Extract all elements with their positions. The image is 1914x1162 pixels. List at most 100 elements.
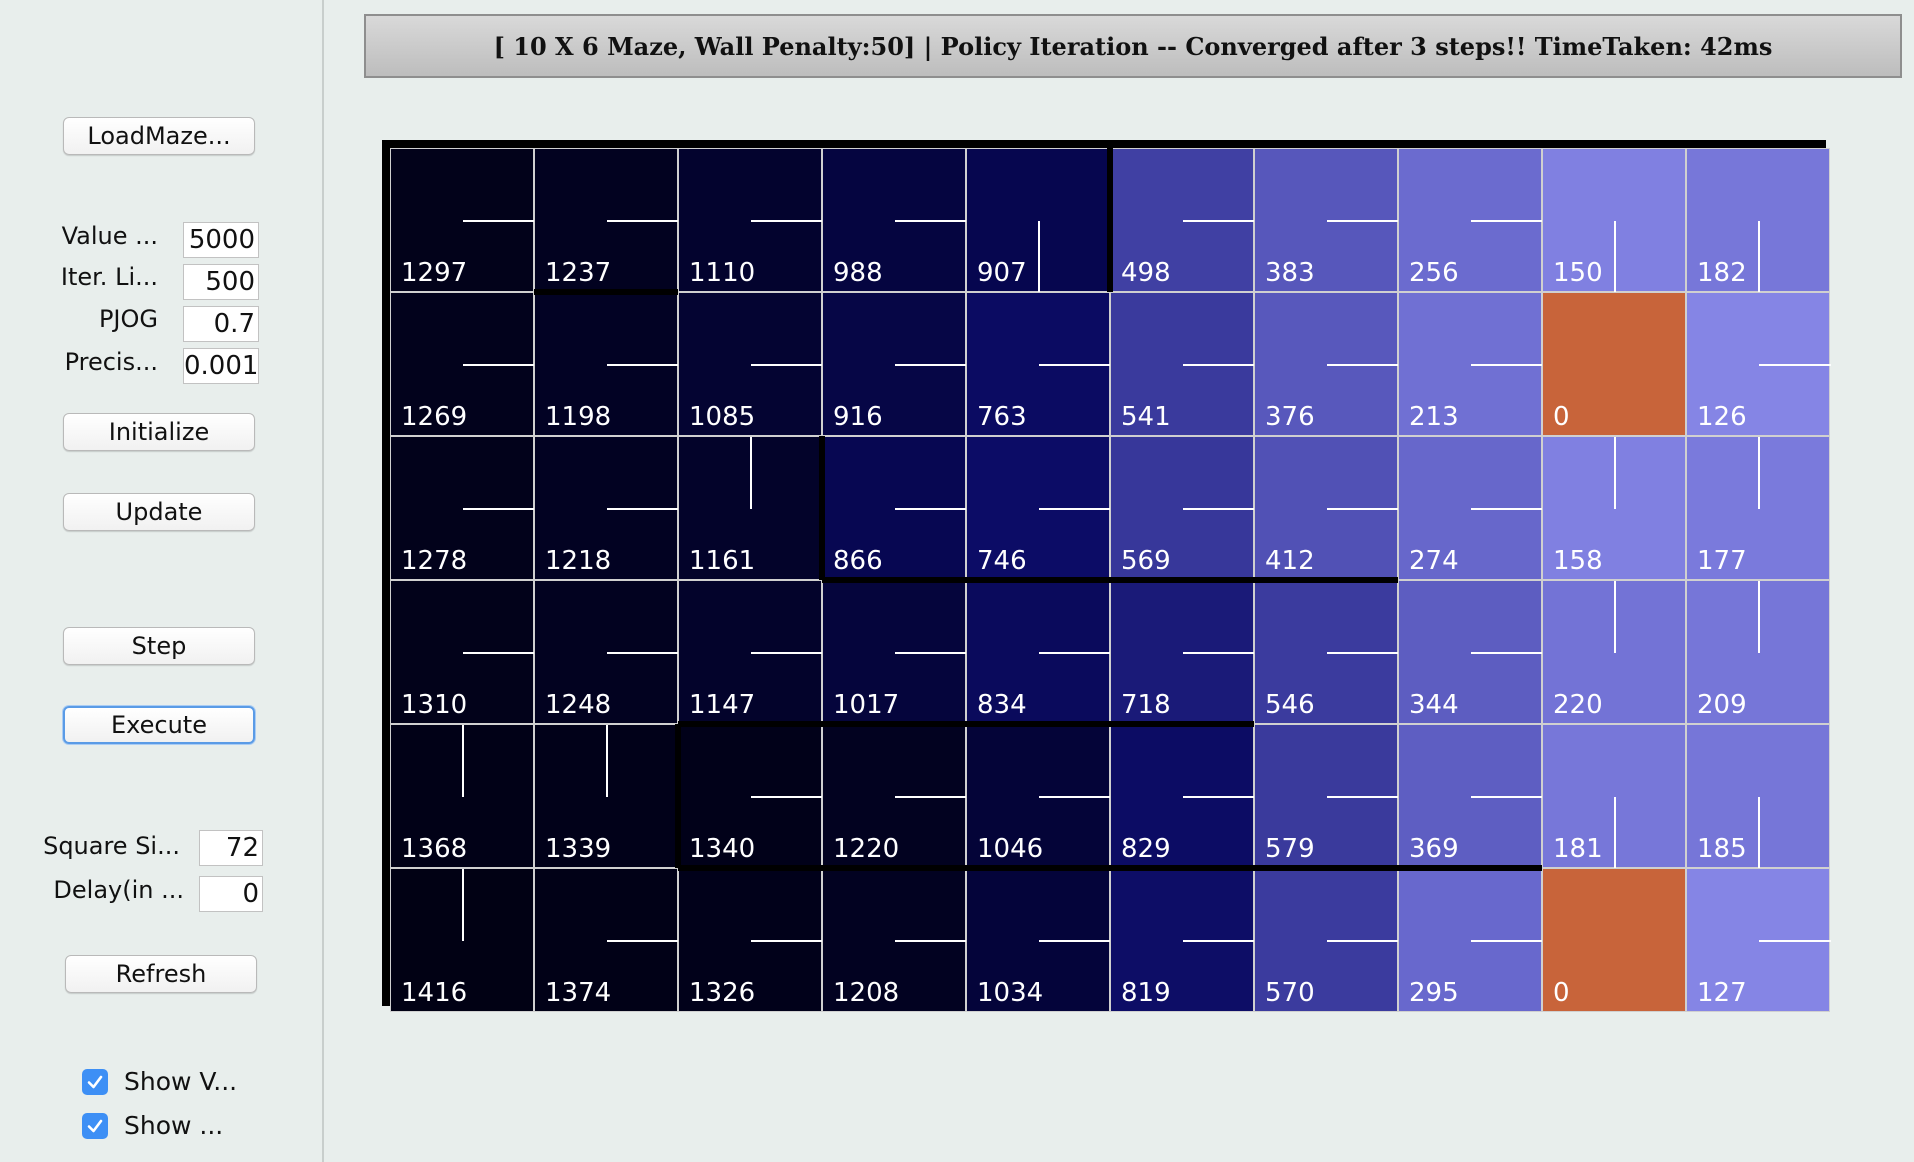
maze-cell[interactable]: 1161 [678,436,822,580]
policy-arrow-east-icon [1759,940,1831,942]
maze-cell[interactable]: 1368 [390,724,534,868]
maze-cell[interactable]: 866 [822,436,967,580]
cell-value: 1326 [689,978,756,1008]
maze-cell[interactable]: 988 [822,148,967,292]
maze-cell[interactable]: 1237 [534,148,679,292]
policy-arrow-north-icon [606,725,608,797]
maze-cell[interactable]: 182 [1686,148,1830,293]
maze-cell[interactable]: 158 [1542,436,1686,580]
maze-cell[interactable]: 1326 [678,868,823,1012]
maze-cell[interactable]: 412 [1254,436,1399,580]
maze-cell[interactable]: 1248 [534,580,679,724]
cell-value: 1218 [545,546,612,576]
policy-arrow-east-icon [1039,364,1111,366]
maze-cell[interactable]: 1034 [966,868,1111,1012]
execute-button[interactable]: Execute [63,706,255,744]
maze-cell[interactable]: 256 [1398,148,1543,292]
step-button[interactable]: Step [63,627,255,665]
cell-value: 1147 [689,690,756,720]
cell-value: 274 [1409,546,1459,576]
cell-value: 1416 [401,978,468,1008]
update-button[interactable]: Update [63,493,255,531]
maze-cell[interactable]: 541 [1110,292,1255,436]
maze-cell[interactable]: 274 [1398,436,1543,580]
maze-cell[interactable]: 916 [822,292,967,436]
refresh-button[interactable]: Refresh [65,955,257,993]
policy-arrow-east-icon [463,220,535,222]
maze-cell[interactable]: 1297 [390,148,535,292]
policy-arrow-east-icon [1327,652,1399,654]
cell-value: 834 [977,690,1027,720]
cell-value: 158 [1553,546,1603,576]
maze-cell[interactable]: 177 [1686,436,1830,580]
maze-cell[interactable]: 185 [1686,724,1830,869]
precision-field[interactable]: 0.001 [183,348,259,384]
maze-cell[interactable]: 1017 [822,580,967,724]
maze-cell[interactable]: 1220 [822,724,967,868]
maze-cell[interactable]: 907 [966,148,1110,293]
maze-cell[interactable]: 209 [1686,580,1830,724]
maze-cell[interactable]: 763 [966,292,1111,436]
policy-arrow-east-icon [895,508,967,510]
load-maze-button[interactable]: LoadMaze... [63,117,255,155]
maze-cell[interactable]: 579 [1254,724,1399,868]
maze-cell[interactable]: 498 [1110,148,1255,292]
cell-value: 763 [977,402,1027,432]
maze-cell[interactable]: 181 [1542,724,1686,869]
cell-value: 569 [1121,546,1171,576]
maze-cell[interactable]: 718 [1110,580,1255,724]
show-values-checkbox-row[interactable]: Show V... [82,1067,237,1096]
maze-cell[interactable]: 1147 [678,580,823,724]
policy-arrow-north-icon [462,725,464,797]
pjog-field[interactable]: 0.7 [183,306,259,342]
initialize-button[interactable]: Initialize [63,413,255,451]
value-limit-field[interactable]: 5000 [183,222,259,258]
checkbox-checked-icon[interactable] [82,1112,108,1139]
policy-arrow-north-icon [1758,581,1760,653]
maze-cell[interactable]: 1198 [534,292,679,436]
maze-cell[interactable]: 570 [1254,868,1399,1012]
maze-cell[interactable]: 0 [1542,868,1686,1012]
show-policy-checkbox-row[interactable]: Show ... [82,1111,223,1140]
maze-cell[interactable]: 1110 [678,148,823,292]
policy-arrow-east-icon [1183,652,1255,654]
iteration-limit-label: Iter. Li... [60,263,158,291]
maze-cell[interactable]: 1208 [822,868,967,1012]
maze-cell[interactable]: 1416 [390,868,534,1012]
maze-cell[interactable]: 127 [1686,868,1831,1012]
maze-cell[interactable]: 126 [1686,292,1831,436]
maze-cell[interactable]: 344 [1398,580,1543,724]
policy-arrow-east-icon [751,220,823,222]
maze-cell[interactable]: 220 [1542,580,1686,724]
cell-value: 718 [1121,690,1171,720]
maze-cell[interactable]: 1374 [534,868,679,1012]
maze-cell[interactable]: 746 [966,436,1111,580]
maze-cell[interactable]: 1340 [678,724,823,868]
maze-cell[interactable]: 376 [1254,292,1399,436]
maze-cell[interactable]: 1046 [966,724,1111,868]
maze-cell[interactable]: 1278 [390,436,535,580]
maze-cell[interactable]: 150 [1542,148,1686,293]
maze-cell[interactable]: 1310 [390,580,535,724]
maze-cell[interactable]: 1269 [390,292,535,436]
maze-cell[interactable]: 295 [1398,868,1543,1012]
maze-cell[interactable]: 1218 [534,436,679,580]
delay-field[interactable]: 0 [199,876,263,912]
policy-arrow-east-icon [1471,364,1543,366]
checkbox-checked-icon[interactable] [82,1068,108,1095]
maze-cell[interactable]: 1085 [678,292,823,436]
maze-cell[interactable]: 369 [1398,724,1543,868]
maze-cell[interactable]: 569 [1110,436,1255,580]
maze-cell[interactable]: 829 [1110,724,1255,868]
maze-cell[interactable]: 819 [1110,868,1255,1012]
maze-cell[interactable]: 546 [1254,580,1399,724]
maze-cell[interactable]: 383 [1254,148,1399,292]
square-size-field[interactable]: 72 [199,830,263,866]
maze-cell[interactable]: 834 [966,580,1111,724]
delay-label: Delay(in ... [53,876,184,904]
maze-cell[interactable]: 1339 [534,724,678,868]
maze-cell[interactable]: 0 [1542,292,1686,436]
iteration-limit-field[interactable]: 500 [183,264,259,300]
maze-grid[interactable]: 1297 1237 1110 988 907 498 383 256 150 182 1269 119… [382,140,1831,1012]
maze-cell[interactable]: 213 [1398,292,1543,436]
